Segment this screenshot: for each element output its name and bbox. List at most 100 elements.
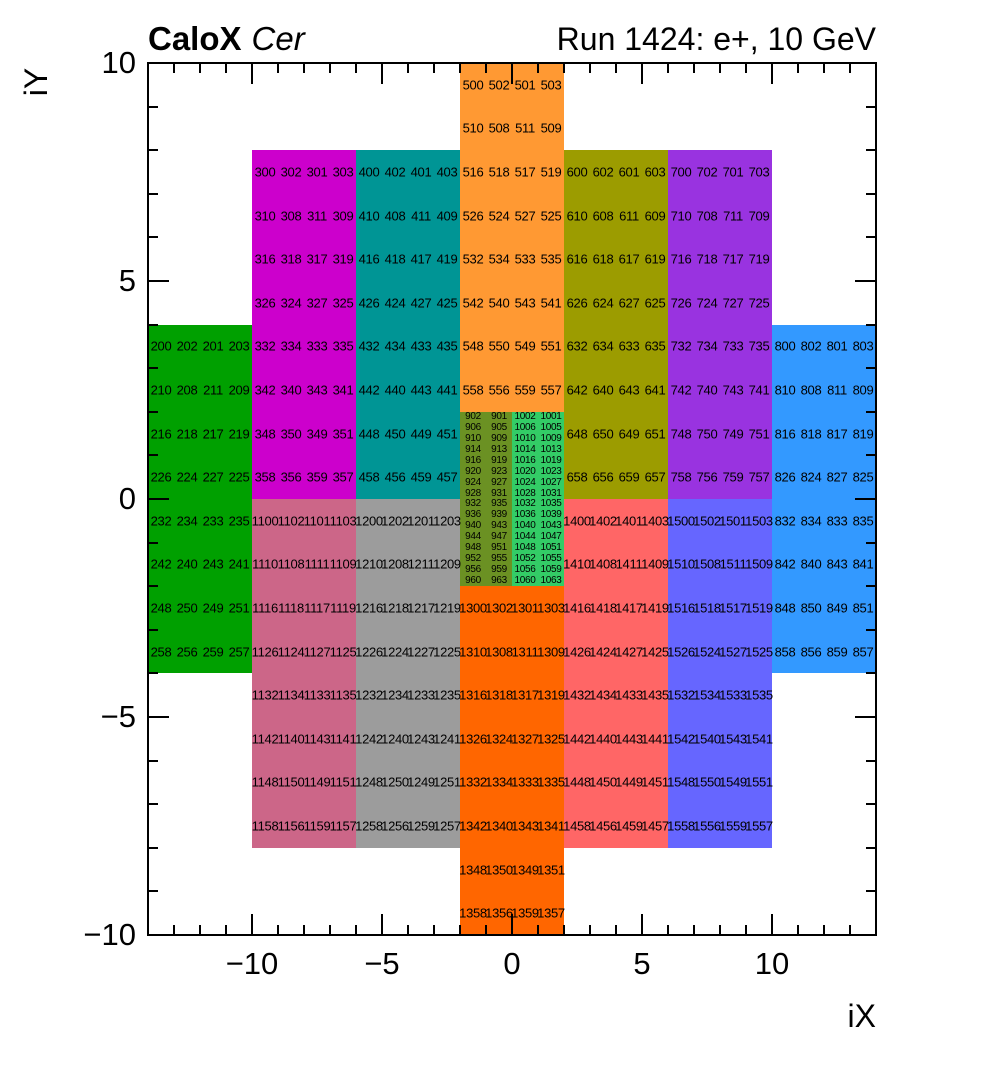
- cell-1556: 1556: [693, 818, 721, 834]
- cell-842: 842: [774, 556, 796, 572]
- cell-939: 939: [491, 509, 507, 521]
- cell-1027: 1027: [540, 476, 562, 488]
- cell-1303: 1303: [537, 600, 565, 616]
- cell-914: 914: [465, 443, 481, 455]
- cell-1133: 1133: [303, 687, 331, 703]
- cell-510: 510: [462, 120, 484, 136]
- cell-1335: 1335: [537, 774, 565, 790]
- x-tick-label: −10: [225, 946, 279, 981]
- cell-410: 410: [358, 208, 380, 224]
- cell-748: 748: [670, 426, 692, 442]
- cell-440: 440: [384, 382, 406, 398]
- cell-1010: 1010: [514, 433, 536, 445]
- cell-1558: 1558: [667, 818, 695, 834]
- cell-1063: 1063: [540, 574, 562, 586]
- cell-1516: 1516: [667, 600, 695, 616]
- cell-1548: 1548: [667, 774, 695, 790]
- cell-718: 718: [696, 251, 718, 267]
- cell-859: 859: [826, 644, 848, 660]
- cell-1441: 1441: [641, 731, 669, 747]
- cell-910: 910: [465, 433, 481, 445]
- cell-648: 648: [566, 426, 588, 442]
- cell-1425: 1425: [641, 644, 669, 660]
- cell-1044: 1044: [514, 531, 536, 543]
- x-tick: [849, 925, 851, 935]
- x-tick-top: [745, 63, 747, 73]
- cell-609: 609: [644, 208, 666, 224]
- cell-726: 726: [670, 295, 692, 311]
- cell-534: 534: [488, 251, 510, 267]
- cell-835: 835: [852, 513, 874, 529]
- cell-1051: 1051: [540, 542, 562, 554]
- y-tick-right: [866, 323, 876, 326]
- x-tick: [693, 925, 695, 935]
- x-tick: [355, 925, 357, 935]
- cell-1519: 1519: [745, 600, 773, 616]
- cell-608: 608: [592, 208, 614, 224]
- x-tick-top: [173, 63, 175, 73]
- cell-955: 955: [491, 552, 507, 564]
- cell-208: 208: [176, 382, 198, 398]
- cell-1226: 1226: [355, 644, 383, 660]
- cell-633: 633: [618, 338, 640, 354]
- cell-1005: 1005: [540, 422, 562, 434]
- x-tick-top: [407, 63, 409, 73]
- block-mod-900-1000-col0: [460, 411, 486, 587]
- cell-800: 800: [774, 338, 796, 354]
- cell-318: 318: [280, 251, 302, 267]
- cell-1317: 1317: [511, 687, 539, 703]
- cell-1543: 1543: [719, 731, 747, 747]
- y-tick: [148, 759, 158, 762]
- cell-216: 216: [150, 426, 172, 442]
- cell-1116: 1116: [252, 600, 278, 616]
- cell-302: 302: [280, 164, 302, 180]
- y-tick-right: [855, 498, 876, 500]
- cell-210: 210: [150, 382, 172, 398]
- cell-603: 603: [644, 164, 666, 180]
- cell-442: 442: [358, 382, 380, 398]
- cell-1039: 1039: [540, 509, 562, 521]
- cell-1340: 1340: [485, 818, 513, 834]
- cell-1557: 1557: [745, 818, 773, 834]
- detector-name: Cer: [251, 20, 305, 57]
- x-tick-top: [355, 63, 357, 73]
- cell-1111: 1111: [304, 556, 330, 572]
- y-tick-right: [866, 192, 876, 195]
- x-tick: [719, 925, 721, 935]
- cell-325: 325: [332, 295, 354, 311]
- cell-1310: 1310: [459, 644, 487, 660]
- cell-443: 443: [410, 382, 432, 398]
- cell-1232: 1232: [355, 687, 383, 703]
- cell-449: 449: [410, 426, 432, 442]
- cell-801: 801: [826, 338, 848, 354]
- cell-1408: 1408: [589, 556, 617, 572]
- y-tick: [148, 585, 158, 588]
- cell-434: 434: [384, 338, 406, 354]
- cell-234: 234: [176, 513, 198, 529]
- cell-419: 419: [436, 251, 458, 267]
- cell-850: 850: [800, 600, 822, 616]
- x-tick-label: −5: [364, 946, 400, 981]
- cell-741: 741: [748, 382, 770, 398]
- cell-324: 324: [280, 295, 302, 311]
- cell-1351: 1351: [537, 862, 565, 878]
- block-mod-300: [252, 150, 356, 499]
- cell-1427: 1427: [615, 644, 643, 660]
- cell-1409: 1409: [641, 556, 669, 572]
- cell-641: 641: [644, 382, 666, 398]
- cell-902: 902: [465, 411, 481, 423]
- cell-301: 301: [306, 164, 328, 180]
- x-tick: [823, 925, 825, 935]
- cell-1348: 1348: [459, 862, 487, 878]
- cell-1233: 1233: [407, 687, 435, 703]
- cell-1200: 1200: [355, 513, 383, 529]
- cell-426: 426: [358, 295, 380, 311]
- x-tick: [667, 925, 669, 935]
- cell-1419: 1419: [641, 600, 669, 616]
- cell-219: 219: [228, 426, 250, 442]
- cell-1416: 1416: [563, 600, 591, 616]
- cell-1402: 1402: [589, 513, 617, 529]
- cell-1311: 1311: [511, 644, 539, 660]
- cell-656: 656: [592, 469, 614, 485]
- cell-1019: 1019: [540, 454, 562, 466]
